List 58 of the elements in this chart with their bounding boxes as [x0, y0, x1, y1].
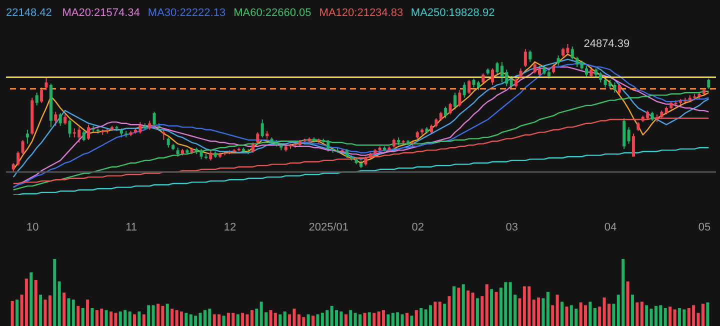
x-tick-label: 11 [126, 222, 138, 234]
candlestick [618, 83, 621, 96]
candlestick [556, 55, 560, 66]
candlestick [468, 79, 471, 94]
candlestick [570, 46, 574, 60]
annotation: 24874.39 [584, 38, 630, 50]
candlestick [528, 50, 532, 62]
candlestick [64, 114, 67, 126]
candlestick [458, 90, 462, 108]
candlestick [58, 112, 62, 126]
candlestick [35, 92, 38, 106]
candlestick [16, 150, 20, 166]
candlestick [632, 133, 635, 158]
x-tick-label: 2025/01 [308, 222, 348, 234]
candlestick [152, 111, 156, 128]
candlestick [590, 66, 593, 78]
candlestick [21, 139, 24, 155]
candlestick [260, 119, 264, 138]
x-tick-label: 02 [412, 222, 424, 234]
candlestick [627, 126, 630, 144]
candlestick [68, 119, 72, 138]
x-tick-label: 10 [26, 222, 39, 234]
candlestick [26, 129, 29, 144]
candlestick [524, 48, 527, 68]
candlestick [166, 136, 170, 148]
candlestick [326, 139, 330, 152]
candlestick [491, 68, 494, 86]
text: MA120:21234.83 [319, 7, 404, 19]
candlestick [209, 150, 212, 161]
candlestick [200, 148, 203, 160]
text: MA20:21574.34 [62, 7, 140, 19]
text: MA30:22222.13 [148, 7, 226, 19]
candlestick [519, 68, 522, 80]
candlestick [256, 132, 260, 144]
x-tick-label: 03 [506, 222, 518, 234]
candlestick [510, 75, 513, 90]
x-tick-label: 05 [698, 222, 711, 234]
x-tick-label: 04 [604, 222, 617, 234]
candlestick [514, 76, 518, 88]
candlestick [482, 72, 485, 84]
candlestick [453, 92, 456, 110]
candlestick [576, 56, 579, 68]
text: MA60:22660.05 [234, 7, 312, 19]
candlestick [87, 124, 90, 140]
candlestick [496, 61, 499, 76]
text: 22148.42 [6, 7, 52, 19]
candlestick [40, 87, 44, 104]
candlestick [44, 76, 48, 91]
candlestick [462, 82, 466, 98]
candlestick [251, 142, 254, 154]
candlestick [448, 102, 452, 115]
candlestick [585, 65, 588, 78]
candlestick [54, 111, 58, 126]
x-tick-label: 12 [224, 222, 236, 234]
candlestick [444, 106, 448, 119]
text: MA250:19828.92 [410, 7, 495, 19]
candlestick [82, 130, 86, 142]
candlestick [707, 78, 710, 90]
